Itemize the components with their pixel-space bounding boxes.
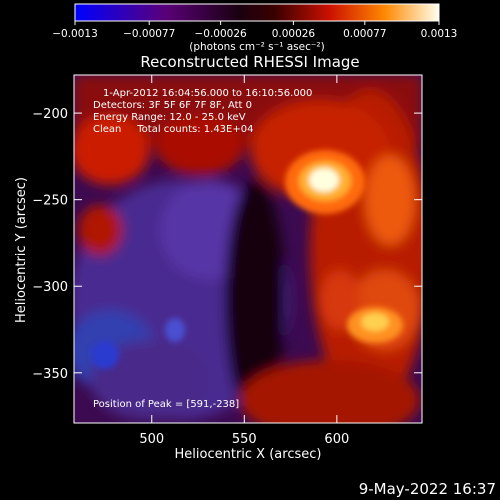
annotation-peak: Position of Peak = [591,-238]: [93, 399, 239, 410]
x-tick-label: 500: [139, 432, 164, 447]
colorbar-tick-label: −0.00026: [194, 28, 247, 40]
colorbar-units-label: (photons cm⁻² s⁻¹ asec⁻²): [189, 41, 324, 53]
y-tick-label: −350: [32, 367, 68, 382]
annotation-time: 1-Apr-2012 16:04:56.000 to 16:10:56.000: [103, 88, 312, 99]
annotation-energy: Energy Range: 12.0 - 25.0 keV: [93, 112, 246, 123]
colorbar-tick-label: −0.0013: [52, 28, 98, 40]
x-tick-label: 600: [324, 432, 349, 447]
colorbar-gradient: [74, 3, 440, 22]
x-tick-label: 550: [232, 432, 257, 447]
colorbar-tick-label: 0.00026: [272, 28, 316, 40]
plot-frame: [73, 74, 423, 424]
annotation-detectors: Detectors: 3F 5F 6F 7F 8F, Att 0: [93, 100, 252, 111]
colorbar-ticks: −0.0013 −0.00077 −0.00026 0.00026 0.00077 0.0…: [52, 21, 457, 40]
heatmap-image: [74, 75, 422, 423]
x-axis-label: Heliocentric X (arcsec): [175, 447, 322, 462]
y-axis-label: Heliocentric Y (arcsec): [14, 177, 29, 323]
colorbar-tick-label: 0.0013: [421, 28, 458, 40]
y-tick-label: −200: [32, 107, 68, 122]
chart-title: Reconstructed RHESSI Image: [140, 53, 359, 71]
colorbar-tick-label: 0.00077: [343, 28, 386, 40]
annotation-clean: Clean Total counts: 1.43E+04: [93, 124, 253, 135]
footer-date: 9-May-2022 16:37: [358, 480, 496, 498]
y-tick-label: −250: [32, 194, 68, 209]
y-tick-label: −300: [32, 280, 68, 295]
axis-ticks: 500 550 600 −200 −250 −300 −350: [32, 75, 422, 447]
colorbar-tick-label: −0.00077: [123, 28, 175, 40]
